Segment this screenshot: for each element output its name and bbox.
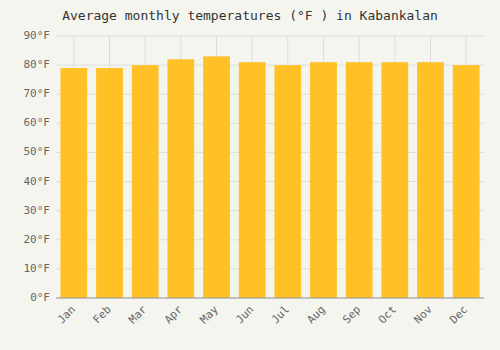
x-tick-label: Oct [376,303,399,326]
x-tick-label: May [197,303,221,327]
y-tick-label: 50°F [24,145,51,158]
x-tick-label: Feb [90,303,113,326]
y-tick-label: 90°F [24,29,51,42]
chart-container: 0°F 10°F 20°F 30°F 40°F 50°F 60°F 70°F 80°F 90°F J… [0,0,500,350]
y-grid-line [56,36,484,37]
bar [453,65,480,298]
bar [381,62,408,298]
bar [239,62,266,298]
bar [310,62,337,298]
x-tick-label: Jun [233,303,256,326]
page: {"chart_data": {"type": "bar", "title": … [0,0,500,350]
y-tick-label: 70°F [24,87,51,100]
chart: 0°F 10°F 20°F 30°F 40°F 50°F 60°F 70°F 80°F 90°F J… [0,0,500,350]
x-axis: Jan Feb Mar Apr May Jun Jul Aug Sep Oct Nov Dec [55,298,484,326]
bar [167,59,194,298]
bar [203,56,230,298]
x-tick-label: Jul [269,303,292,326]
y-tick-label: 30°F [24,204,51,217]
x-tick-label: Jan [55,303,78,326]
bar [96,68,123,298]
grid [56,36,484,298]
bar [346,62,373,298]
y-axis: 0°F 10°F 20°F 30°F 40°F 50°F 60°F 70°F 80°F 90°F [24,29,51,304]
y-tick-label: 40°F [24,175,51,188]
bar [132,65,159,298]
x-tick-label: Aug [304,303,327,326]
bar [417,62,444,298]
x-axis-line [56,298,484,299]
bar [274,65,301,298]
y-grid-line [56,298,484,299]
y-tick-label: 60°F [24,116,51,129]
x-tick-label: Mar [126,303,150,327]
title: Average monthly temperatures (°F ) in Ka… [62,8,438,23]
y-tick-label: 10°F [24,262,51,275]
bar [60,68,87,298]
y-tick-label: 80°F [24,58,51,71]
bars [60,56,479,298]
x-tick-label: Nov [411,303,435,327]
y-tick-label: 20°F [24,233,51,246]
x-tick-label: Apr [162,303,186,327]
y-tick-label: 0°F [30,291,50,304]
x-tick-label: Sep [340,303,363,326]
x-tick-label: Dec [447,303,470,326]
